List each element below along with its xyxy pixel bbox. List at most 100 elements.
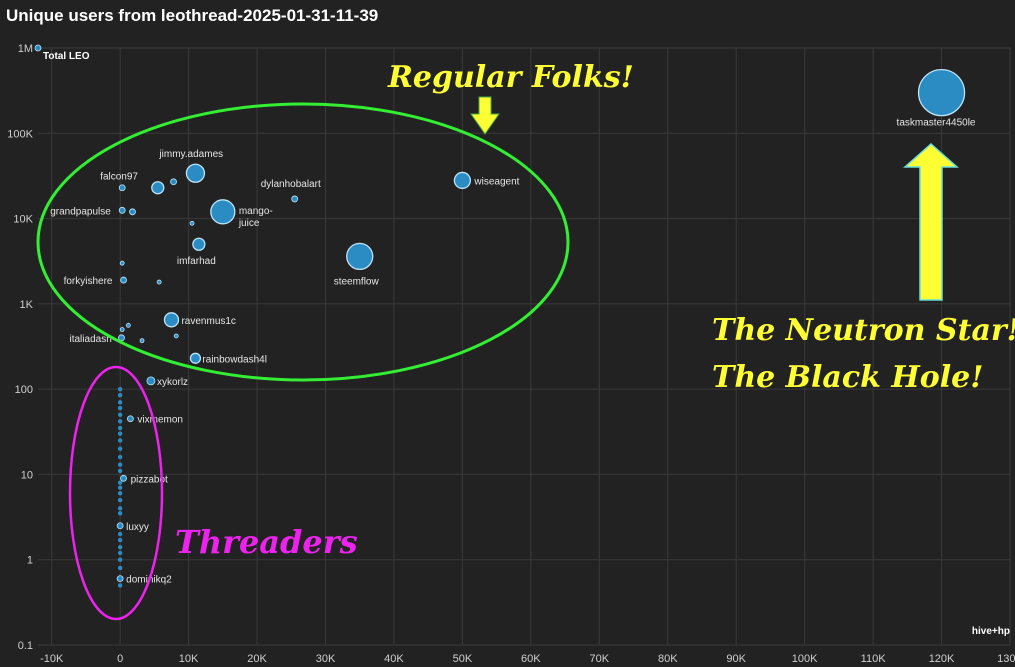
threader-point: [117, 545, 123, 550]
point-label: xykorlz: [157, 377, 188, 388]
data-point: [163, 312, 180, 328]
x-axis-label: hive+hp: [972, 626, 1010, 637]
up-arrow: [903, 142, 959, 301]
data-points: [34, 44, 966, 588]
data-point: [173, 333, 179, 339]
threader-point: [117, 565, 123, 571]
threader-point: [117, 400, 123, 405]
threaders-label: Threaders: [175, 523, 358, 561]
point-label: steemflow: [334, 276, 380, 287]
data-point: [146, 376, 156, 386]
data-point: [125, 322, 131, 328]
point-label: pizzabot: [131, 474, 168, 485]
x-tick-label: 40K: [384, 653, 404, 665]
data-point: [156, 279, 162, 285]
data-point: [189, 220, 195, 226]
y-tick-label: 10K: [13, 214, 33, 226]
y-tick-label: 1M: [18, 43, 33, 55]
point-label: falcon97: [100, 172, 138, 183]
y-tick-label: 10: [21, 469, 33, 481]
threader-point: [117, 557, 123, 562]
point-label: italiadash: [70, 334, 112, 345]
x-tick-label: 70K: [590, 653, 610, 665]
data-point: [118, 184, 126, 192]
threader-point: [117, 583, 123, 588]
regular-folks-label: Regular Folks!: [387, 60, 634, 95]
neutron-star-label: The Neutron Star!: [712, 313, 1015, 348]
point-label: wiseagent: [473, 176, 519, 187]
data-point: [291, 195, 299, 203]
x-tick-label: 30K: [316, 653, 336, 665]
x-tick-label: 0: [117, 653, 123, 665]
threader-point: [117, 511, 123, 516]
point-label: mango-: [239, 206, 273, 217]
threader-point: [117, 531, 123, 537]
data-point: [453, 171, 472, 190]
x-tick-label: 120K: [929, 653, 955, 665]
data-point: [119, 260, 125, 266]
data-point: [34, 44, 42, 52]
data-point: [120, 276, 127, 284]
data-point: [118, 206, 126, 214]
x-tick-label: 110K: [861, 653, 887, 665]
threader-point: [117, 446, 123, 451]
threader-point: [117, 491, 123, 496]
threader-point: [117, 392, 123, 398]
point-label: taskmaster4450le: [897, 118, 976, 129]
threader-point: [117, 468, 123, 474]
data-point: [189, 352, 202, 364]
point-label: juice: [238, 218, 260, 229]
threader-point: [117, 386, 123, 392]
point-label: ravenmus1c: [181, 316, 235, 327]
data-point: [185, 163, 206, 183]
x-tick-label: 20K: [247, 653, 267, 665]
point-label: grandpapulse: [50, 206, 111, 217]
point-label: luxyy: [126, 522, 149, 533]
threader-point: [117, 506, 123, 511]
x-tick-label: 60K: [521, 653, 541, 665]
data-point: [129, 208, 136, 216]
tick-labels: -10K 0 10K 20K 30K 40K 50K 60K 70K 80K 90K 100K 110K…: [7, 43, 1015, 665]
data-point: [127, 415, 134, 423]
black-hole-label: The Black Hole!: [712, 360, 983, 395]
threader-point: [117, 405, 123, 411]
grid-layer: [38, 47, 1011, 646]
x-tick-label: 80K: [658, 653, 678, 665]
data-point: [139, 338, 145, 344]
data-point: [151, 181, 165, 195]
threader-point: [117, 485, 123, 490]
data-point: [116, 575, 124, 583]
point-label: dylanhobalart: [261, 179, 321, 190]
data-point: [917, 68, 966, 117]
threader-point: [117, 497, 123, 503]
data-point: [120, 474, 127, 482]
data-point: [192, 237, 206, 251]
data-point: [210, 199, 236, 225]
chart-title: Unique users from leothread-2025-01-31-1…: [6, 6, 379, 25]
y-tick-label: 100: [15, 384, 33, 396]
y-axis-label: Total LEO: [43, 51, 90, 62]
y-tick-label: 1: [27, 555, 33, 567]
point-labels: taskmaster4450le wiseagent steemflow dylanh…: [50, 118, 976, 586]
threader-point: [117, 462, 123, 467]
data-point: [116, 522, 124, 530]
threader-point: [117, 431, 123, 436]
data-point: [346, 242, 374, 271]
data-point: [170, 178, 177, 186]
y-tick-label: 100K: [7, 128, 33, 140]
down-arrow: [470, 96, 500, 135]
point-label: vixmemon: [137, 415, 183, 426]
regular-folks-ellipse: [36, 102, 570, 382]
data-point: [118, 334, 125, 342]
data-point: [119, 327, 125, 332]
threader-point: [117, 454, 123, 460]
x-tick-label: 90K: [726, 653, 746, 665]
point-label: forkyishere: [64, 276, 113, 287]
threader-point: [117, 412, 123, 418]
x-tick-label: -10K: [40, 653, 64, 665]
point-label: jimmy.adames: [158, 149, 223, 160]
point-label: imfarhad: [177, 256, 216, 267]
x-tick-label: 10K: [179, 653, 199, 665]
x-tick-label: 130K: [997, 653, 1015, 665]
